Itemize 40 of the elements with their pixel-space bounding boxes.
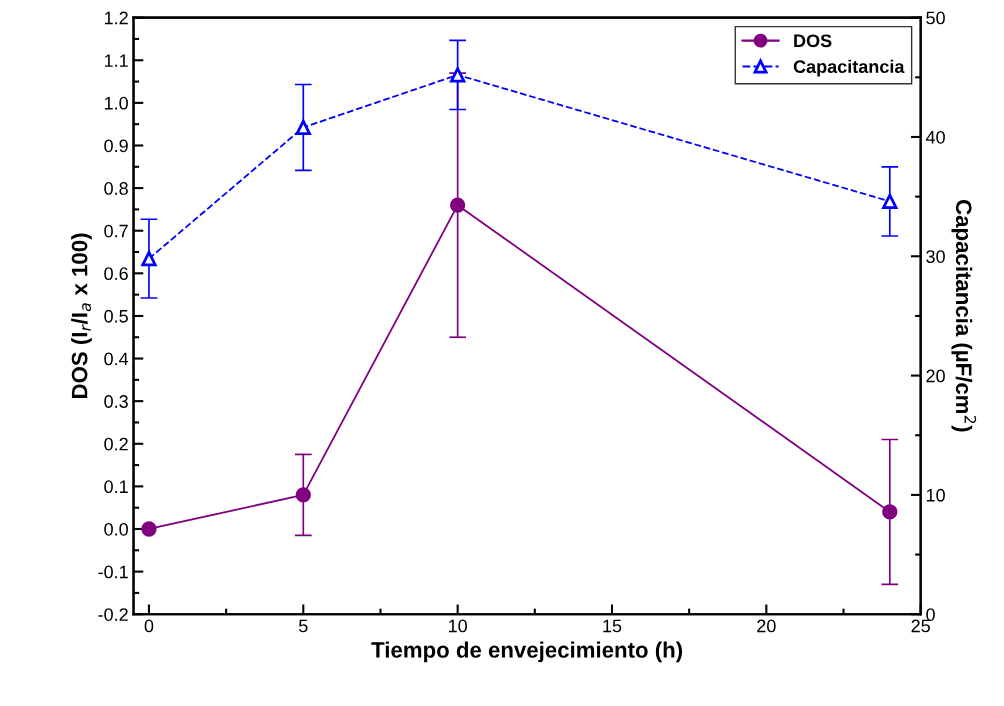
y-tick-label: 0.8 xyxy=(104,182,128,195)
y-tick-label: 0.5 xyxy=(104,309,128,323)
point xyxy=(882,504,898,520)
y-tick-label: -0.1 xyxy=(98,565,128,579)
x-axis-title: Tiempo de envejecimiento (h) xyxy=(371,641,683,663)
point xyxy=(450,197,466,213)
y2-axis-title: Capacitancia (µF/cm$^{2}$) xyxy=(951,200,977,432)
y-axis-title: DOS (I$_{r}$/I$_{a}$ x 100) xyxy=(71,233,92,398)
y2-tick-label: 20 xyxy=(926,369,945,383)
y-tick-label: 0.0 xyxy=(104,522,128,536)
legend-label: DOS xyxy=(794,34,832,48)
y-tick-label: 0.3 xyxy=(104,395,128,408)
y-tick-label: -0.2 xyxy=(98,608,128,621)
y2-tick-label: 50 xyxy=(926,11,945,25)
x-tick-label: 20 xyxy=(757,619,776,633)
x-tick-label: 10 xyxy=(448,619,467,633)
point xyxy=(141,251,157,267)
x-tick-label: 15 xyxy=(603,619,622,633)
y-tick-label: 0.4 xyxy=(104,352,129,366)
y2-tick-label: 30 xyxy=(926,250,945,263)
x-tick-label: 5 xyxy=(299,619,308,633)
y-tick-label: 0.9 xyxy=(104,139,128,153)
y2-tick-label: 40 xyxy=(925,130,945,144)
point xyxy=(295,487,311,503)
point xyxy=(295,119,311,136)
y-tick-label: 0.7 xyxy=(104,224,128,238)
x-tick-label: 0 xyxy=(144,619,154,633)
y2-tick-label: 0 xyxy=(926,608,935,621)
y-tick-label: 1.0 xyxy=(104,96,128,110)
x-tick-label: 25 xyxy=(911,619,930,633)
y-tick-label: 1.1 xyxy=(104,54,128,67)
point xyxy=(882,193,898,210)
y-tick-label: 0.2 xyxy=(104,437,128,451)
y-tick-label: 0.1 xyxy=(104,480,128,494)
legend-label: Capacitancia xyxy=(793,59,905,77)
y-tick-label: 0.6 xyxy=(104,267,128,281)
point xyxy=(450,67,466,83)
y-tick-label: 1.2 xyxy=(104,11,128,25)
point xyxy=(141,521,157,537)
y2-tick-label: 10 xyxy=(926,488,945,502)
